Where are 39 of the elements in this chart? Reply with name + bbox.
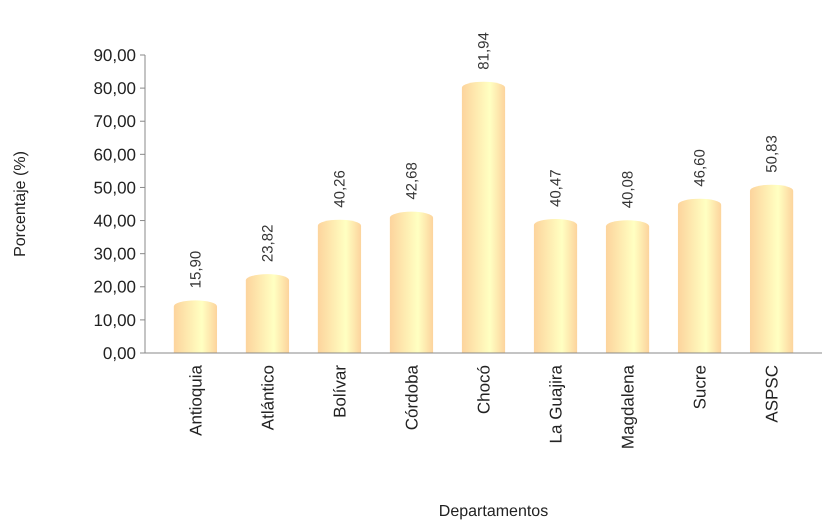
x-tick-label: Bolívar bbox=[330, 364, 350, 418]
bar bbox=[462, 82, 506, 353]
y-tick-label: 20,00 bbox=[93, 278, 136, 297]
bar bbox=[678, 198, 722, 353]
x-tick-label: Atlántico bbox=[258, 365, 278, 430]
data-label: 40,47 bbox=[548, 169, 565, 207]
y-tick-label: 10,00 bbox=[93, 310, 136, 330]
x-tick-label: Sucre bbox=[690, 365, 710, 410]
bar bbox=[606, 220, 650, 353]
y-tick-label: 50,00 bbox=[93, 178, 136, 198]
bar bbox=[390, 212, 434, 353]
data-label: 50,83 bbox=[764, 135, 781, 173]
x-tick-label: Magdalena bbox=[618, 364, 638, 450]
y-axis-title: Porcentaje (%) bbox=[12, 151, 29, 257]
y-tick-label: 30,00 bbox=[93, 244, 136, 264]
x-tick-label: Chocó bbox=[474, 365, 494, 414]
bar bbox=[750, 184, 794, 353]
bar bbox=[318, 220, 362, 353]
x-axis-title: Departamentos bbox=[438, 503, 548, 520]
bar bbox=[174, 300, 218, 353]
y-tick-label: 0,00 bbox=[102, 344, 136, 363]
y-tick-label: 70,00 bbox=[93, 112, 136, 132]
x-tick-label: Córdoba bbox=[402, 364, 422, 430]
y-tick-label: 40,00 bbox=[93, 212, 136, 231]
bar bbox=[534, 219, 578, 353]
data-label: 15,90 bbox=[187, 250, 204, 288]
data-label: 46,60 bbox=[692, 149, 709, 187]
data-label: 40,08 bbox=[620, 170, 637, 208]
x-tick-label: ASPSC bbox=[762, 365, 782, 423]
x-tick-label: La Guajira bbox=[546, 364, 566, 444]
bar bbox=[246, 274, 290, 353]
y-tick-label: 80,00 bbox=[93, 79, 136, 98]
y-tick-label: 60,00 bbox=[93, 145, 136, 164]
x-tick-label: Antioquia bbox=[186, 364, 206, 436]
data-label: 40,26 bbox=[331, 170, 348, 208]
data-label: 81,94 bbox=[476, 32, 492, 70]
y-tick-label: 90,00 bbox=[93, 46, 136, 65]
data-label: 42,68 bbox=[403, 162, 420, 200]
data-label: 23,82 bbox=[259, 224, 276, 262]
